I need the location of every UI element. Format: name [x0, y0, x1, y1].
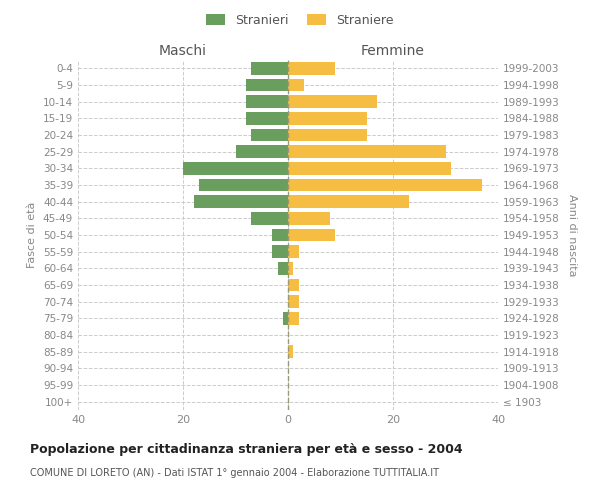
Bar: [277, 262, 288, 274]
Bar: [288, 62, 335, 74]
Bar: [288, 229, 335, 241]
Bar: [246, 112, 288, 124]
Bar: [288, 112, 367, 124]
Bar: [193, 196, 288, 208]
Bar: [288, 279, 299, 291]
Text: Femmine: Femmine: [361, 44, 425, 58]
Bar: [288, 162, 451, 174]
Bar: [183, 162, 288, 174]
Bar: [288, 246, 299, 258]
Text: COMUNE DI LORETO (AN) - Dati ISTAT 1° gennaio 2004 - Elaborazione TUTTITALIA.IT: COMUNE DI LORETO (AN) - Dati ISTAT 1° ge…: [30, 468, 439, 477]
Y-axis label: Anni di nascita: Anni di nascita: [566, 194, 577, 276]
Bar: [288, 262, 293, 274]
Bar: [288, 79, 304, 92]
Bar: [288, 346, 293, 358]
Bar: [288, 196, 409, 208]
Bar: [251, 129, 288, 141]
Bar: [288, 129, 367, 141]
Bar: [246, 96, 288, 108]
Bar: [288, 96, 377, 108]
Legend: Stranieri, Straniere: Stranieri, Straniere: [202, 8, 398, 32]
Bar: [235, 146, 288, 158]
Bar: [288, 212, 330, 224]
Bar: [251, 62, 288, 74]
Bar: [288, 146, 445, 158]
Bar: [283, 312, 288, 324]
Y-axis label: Fasce di età: Fasce di età: [28, 202, 37, 268]
Bar: [288, 296, 299, 308]
Bar: [288, 312, 299, 324]
Bar: [272, 229, 288, 241]
Text: Popolazione per cittadinanza straniera per età e sesso - 2004: Popolazione per cittadinanza straniera p…: [30, 442, 463, 456]
Bar: [272, 246, 288, 258]
Bar: [288, 179, 482, 192]
Bar: [246, 79, 288, 92]
Text: Maschi: Maschi: [159, 44, 207, 58]
Bar: [199, 179, 288, 192]
Bar: [251, 212, 288, 224]
